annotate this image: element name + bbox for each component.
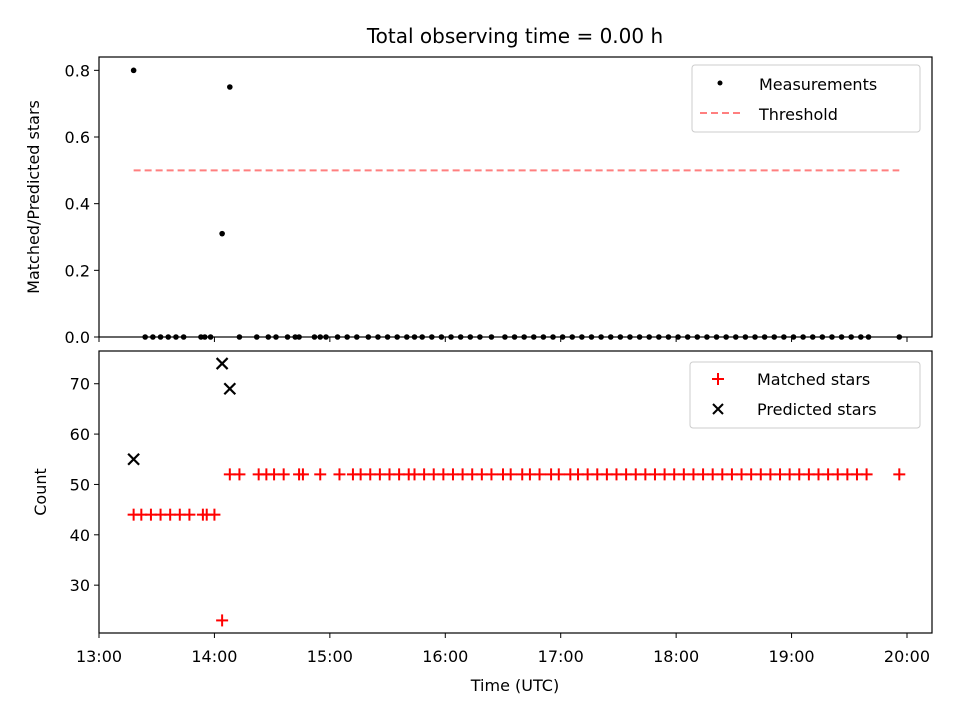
measurement-point: [130, 67, 137, 74]
bottom-y-tick-label: 30: [70, 576, 90, 595]
bottom-y-tick-label: 70: [70, 375, 90, 394]
x-tick-label: 20:00: [884, 647, 930, 666]
matched-star-point: [277, 468, 290, 481]
bottom-plot-marks: [127, 357, 906, 627]
matched-star-point: [333, 468, 346, 481]
matched-star-point: [314, 468, 327, 481]
bottom-axis-ticks: 30 40 50 60 70 13:00 14:00 15:00 16:00 17:00 18:00…: [70, 375, 930, 666]
x-tick-label: 18:00: [653, 647, 699, 666]
predicted-star-point: [215, 357, 229, 370]
top-axes-frame: [98, 56, 933, 338]
x-tick-label: 16:00: [422, 647, 468, 666]
top-axis-ticks: 0.0 0.2 0.4 0.6 0.8: [65, 61, 908, 347]
x-tick-label: 13:00: [76, 647, 122, 666]
legend-matched-marker: [712, 373, 724, 385]
top-y-tick-label: 0.0: [65, 328, 90, 347]
predicted-star-point: [127, 452, 140, 466]
legend-matched-label: Matched stars: [757, 370, 870, 389]
measurement-point: [227, 84, 233, 90]
bottom-y-tick-label: 40: [70, 526, 90, 545]
matched-star-point: [504, 468, 517, 481]
matched-star-point: [485, 468, 498, 481]
matched-star-point: [233, 468, 246, 481]
predicted-star-stroke: [127, 452, 140, 466]
matched-star-point: [860, 468, 873, 481]
top-y-tick-label: 0.8: [65, 61, 90, 80]
legend-predicted-marker: [712, 403, 724, 415]
top-y-axis-label: Matched/Predicted stars: [24, 100, 43, 294]
matched-star-point: [208, 508, 221, 521]
predicted-star-point: [223, 382, 237, 396]
bottom-legend: Matched stars Predicted stars: [689, 361, 921, 429]
legend-measurements-label: Measurements: [759, 75, 877, 94]
x-tick-label: 14:00: [191, 647, 237, 666]
predicted-star-stroke: [223, 382, 237, 396]
bottom-legend-box: [689, 361, 921, 429]
x-tick-label: 15:00: [307, 647, 353, 666]
top-y-tick-label: 0.4: [65, 195, 90, 214]
legend-measurements-marker: [717, 80, 723, 86]
bottom-y-tick-label: 60: [70, 425, 90, 444]
top-y-tick-label: 0.2: [65, 261, 90, 280]
matched-star-point: [216, 614, 229, 627]
bottom-y-tick-label: 50: [70, 475, 90, 494]
matched-star-point: [893, 468, 906, 481]
predicted-star-stroke: [215, 357, 229, 370]
chart-title: Total observing time = 0.00 h: [366, 24, 663, 48]
legend-threshold-label: Threshold: [758, 105, 838, 124]
matched-star-point: [296, 468, 309, 481]
matched-star-point: [533, 468, 546, 481]
bottom-axes-frame: [98, 350, 933, 634]
top-y-tick-label: 0.6: [65, 128, 90, 147]
x-tick-label: 17:00: [538, 647, 584, 666]
top-legend: Measurements Threshold: [691, 64, 921, 133]
measurement-point: [219, 230, 225, 237]
legend-predicted-label: Predicted stars: [757, 400, 877, 419]
matched-star-point: [552, 468, 565, 481]
x-tick-label: 19:00: [769, 647, 815, 666]
bottom-y-axis-label: Count: [31, 468, 50, 516]
matched-star-point: [183, 508, 196, 521]
top-legend-box: [691, 64, 921, 133]
x-axis-label: Time (UTC): [470, 676, 559, 695]
